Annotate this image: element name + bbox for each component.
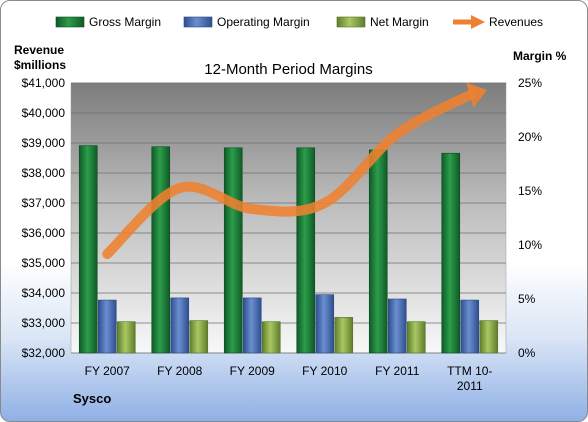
category-label: FY 2011 xyxy=(375,364,420,378)
bar-net-margin xyxy=(334,317,354,354)
legend-swatch-operating-margin xyxy=(183,16,213,28)
legend-swatch-net-margin xyxy=(336,16,366,28)
category-label: 2011 xyxy=(457,379,483,393)
bar-gross-margin xyxy=(223,147,243,354)
legend-label-revenues: Revenues xyxy=(489,15,543,29)
bar-gross-margin xyxy=(441,152,461,354)
bar-net-margin xyxy=(406,321,426,354)
bar-net-margin xyxy=(261,321,281,354)
left-tick-label: $35,000 xyxy=(22,256,66,270)
left-tick-label: $33,000 xyxy=(22,316,66,330)
category-label: TTM 10- xyxy=(447,364,492,378)
left-tick-label: $36,000 xyxy=(22,226,66,240)
left-tick-label: $39,000 xyxy=(22,136,66,150)
left-tick-label: $32,000 xyxy=(22,346,66,360)
left-tick-label: $40,000 xyxy=(22,106,66,120)
revenue-line-arrowhead xyxy=(466,82,488,108)
category-label: FY 2009 xyxy=(230,364,275,378)
bar-operating-margin xyxy=(460,299,480,354)
left-tick-label: $38,000 xyxy=(22,166,66,180)
right-tick-label: 25% xyxy=(518,76,542,90)
bar-net-margin xyxy=(189,320,209,354)
gridlines xyxy=(71,82,506,354)
bar-operating-margin xyxy=(315,294,335,354)
bar-gross-margin xyxy=(78,145,98,354)
right-axis-title: Margin % xyxy=(513,49,567,63)
legend-swatch-gross-margin xyxy=(55,16,85,28)
bar-net-margin xyxy=(116,321,136,354)
bar-operating-margin xyxy=(170,297,190,354)
revenue-line-path xyxy=(102,90,475,259)
left-tick-label: $34,000 xyxy=(22,286,66,300)
legend-item-gross-margin: Gross Margin xyxy=(55,15,161,29)
legend-item-revenues: Revenues xyxy=(453,15,543,29)
right-tick-label: 10% xyxy=(518,238,542,252)
bar-net-margin xyxy=(479,320,499,354)
category-label: FY 2008 xyxy=(157,364,202,378)
bar-gross-margin xyxy=(296,147,316,354)
company-label: Sysco xyxy=(73,391,111,406)
legend-item-net-margin: Net Margin xyxy=(336,15,429,29)
legend-label-net-margin: Net Margin xyxy=(370,15,429,29)
legend-swatch-revenues-arrow xyxy=(471,15,485,29)
legend-label-operating-margin: Operating Margin xyxy=(217,15,310,29)
right-tick-label: 5% xyxy=(518,292,536,306)
right-tick-label: 15% xyxy=(518,184,542,198)
bar-operating-margin xyxy=(242,297,262,354)
category-label: FY 2007 xyxy=(85,364,130,378)
left-axis-title-line-2: $millions xyxy=(14,58,66,72)
left-tick-label: $41,000 xyxy=(22,76,66,90)
left-axis-title-line-1: Revenue xyxy=(14,43,64,57)
legend: Gross Margin Operating Margin Net Margin… xyxy=(55,15,543,29)
right-tick-label: 0% xyxy=(518,346,536,360)
bar-gross-margin xyxy=(368,149,388,354)
right-axis-ticks: 0% 5% 10% 15% 20% 25% xyxy=(518,76,542,360)
legend-label-gross-margin: Gross Margin xyxy=(89,15,161,29)
category-labels: FY 2007 FY 2008 FY 2009 FY 2010 FY 2011 TTM 1… xyxy=(85,364,493,393)
revenue-line xyxy=(102,82,488,259)
bar-operating-margin xyxy=(97,299,117,354)
legend-item-operating-margin: Operating Margin xyxy=(183,15,310,29)
left-tick-label: $37,000 xyxy=(22,196,66,210)
category-label: FY 2010 xyxy=(302,364,347,378)
chart-title: 12-Month Period Margins xyxy=(204,61,372,78)
bar-gross-margin xyxy=(151,146,171,354)
bar-operating-margin xyxy=(387,298,407,354)
left-axis-ticks: $32,000 $33,000 $34,000 $35,000 $36,000 $37,0… xyxy=(22,76,66,360)
right-tick-label: 20% xyxy=(518,130,542,144)
